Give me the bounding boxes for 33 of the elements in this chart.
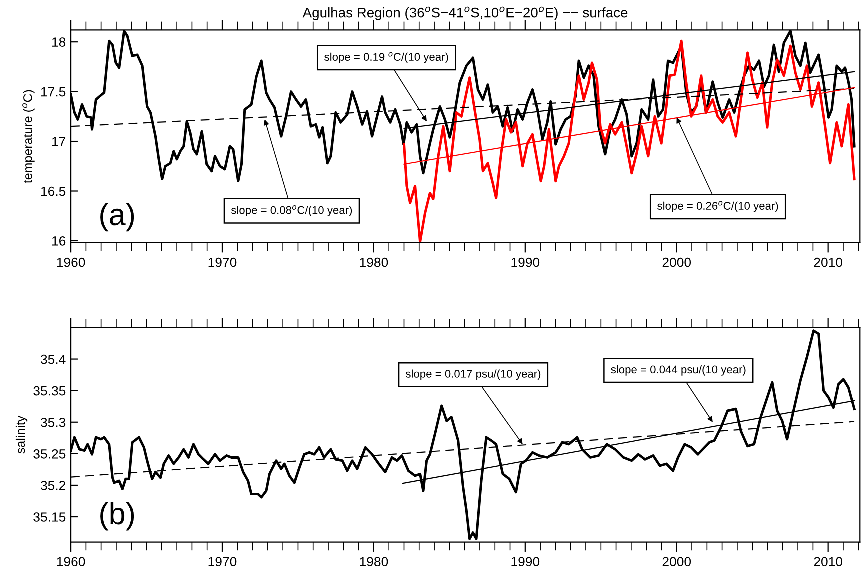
annotation: slope = 0.08$^{o}$C/(10 year) <box>231 206 352 216</box>
annotation: (b) <box>100 502 134 531</box>
x-tick-label: 2000 <box>662 258 692 268</box>
x-tick-label: 2010 <box>814 258 842 268</box>
annotation: slope = 0.017 psu/(10 year) <box>406 370 541 380</box>
y-tick-label: 16 <box>52 236 66 246</box>
chart-title: Agulhas Region (36$^{o}$S−41$^{o}$S,10$^{o}$E−20$^{o}$E) −− surface <box>302 6 628 20</box>
y-tick-label: 18 <box>52 38 66 47</box>
y-tick-label: 35.2 <box>40 481 66 490</box>
x-tick-label: 2000 <box>662 557 692 567</box>
x-tick-label: 2010 <box>814 557 842 567</box>
x-tick-label: 1970 <box>208 557 237 567</box>
y-axis-title: salinity <box>16 416 28 454</box>
x-tick-label: 1970 <box>208 258 237 268</box>
x-tick-label: 1960 <box>57 258 86 268</box>
x-tick-label: 1990 <box>512 557 540 567</box>
y-tick-label: 17 <box>52 137 66 146</box>
y-axis-title: temperature ($^{o}$C) <box>22 90 35 184</box>
y-tick-label: 35.4 <box>40 354 66 364</box>
x-tick-label: 1990 <box>512 258 540 268</box>
y-tick-label: 35.35 <box>34 386 66 396</box>
annotation: slope = 0.044 psu/(10 year) <box>611 365 746 376</box>
x-tick-label: 1980 <box>360 557 388 567</box>
x-tick-label: 1980 <box>360 258 388 268</box>
y-tick-label: 16.5 <box>42 186 66 196</box>
annotation: slope = 0.26$^{o}$C/(10 year) <box>658 201 778 212</box>
y-tick-label: 17.5 <box>42 88 66 97</box>
y-tick-label: 35.3 <box>40 418 66 428</box>
x-tick-label: 1960 <box>57 557 86 567</box>
annotation: (a) <box>100 203 134 232</box>
annotation: slope = 0.19 $^{o}$C/(10 year) <box>324 52 448 64</box>
y-tick-label: 35.15 <box>34 512 66 522</box>
y-tick-label: 35.25 <box>34 449 66 459</box>
